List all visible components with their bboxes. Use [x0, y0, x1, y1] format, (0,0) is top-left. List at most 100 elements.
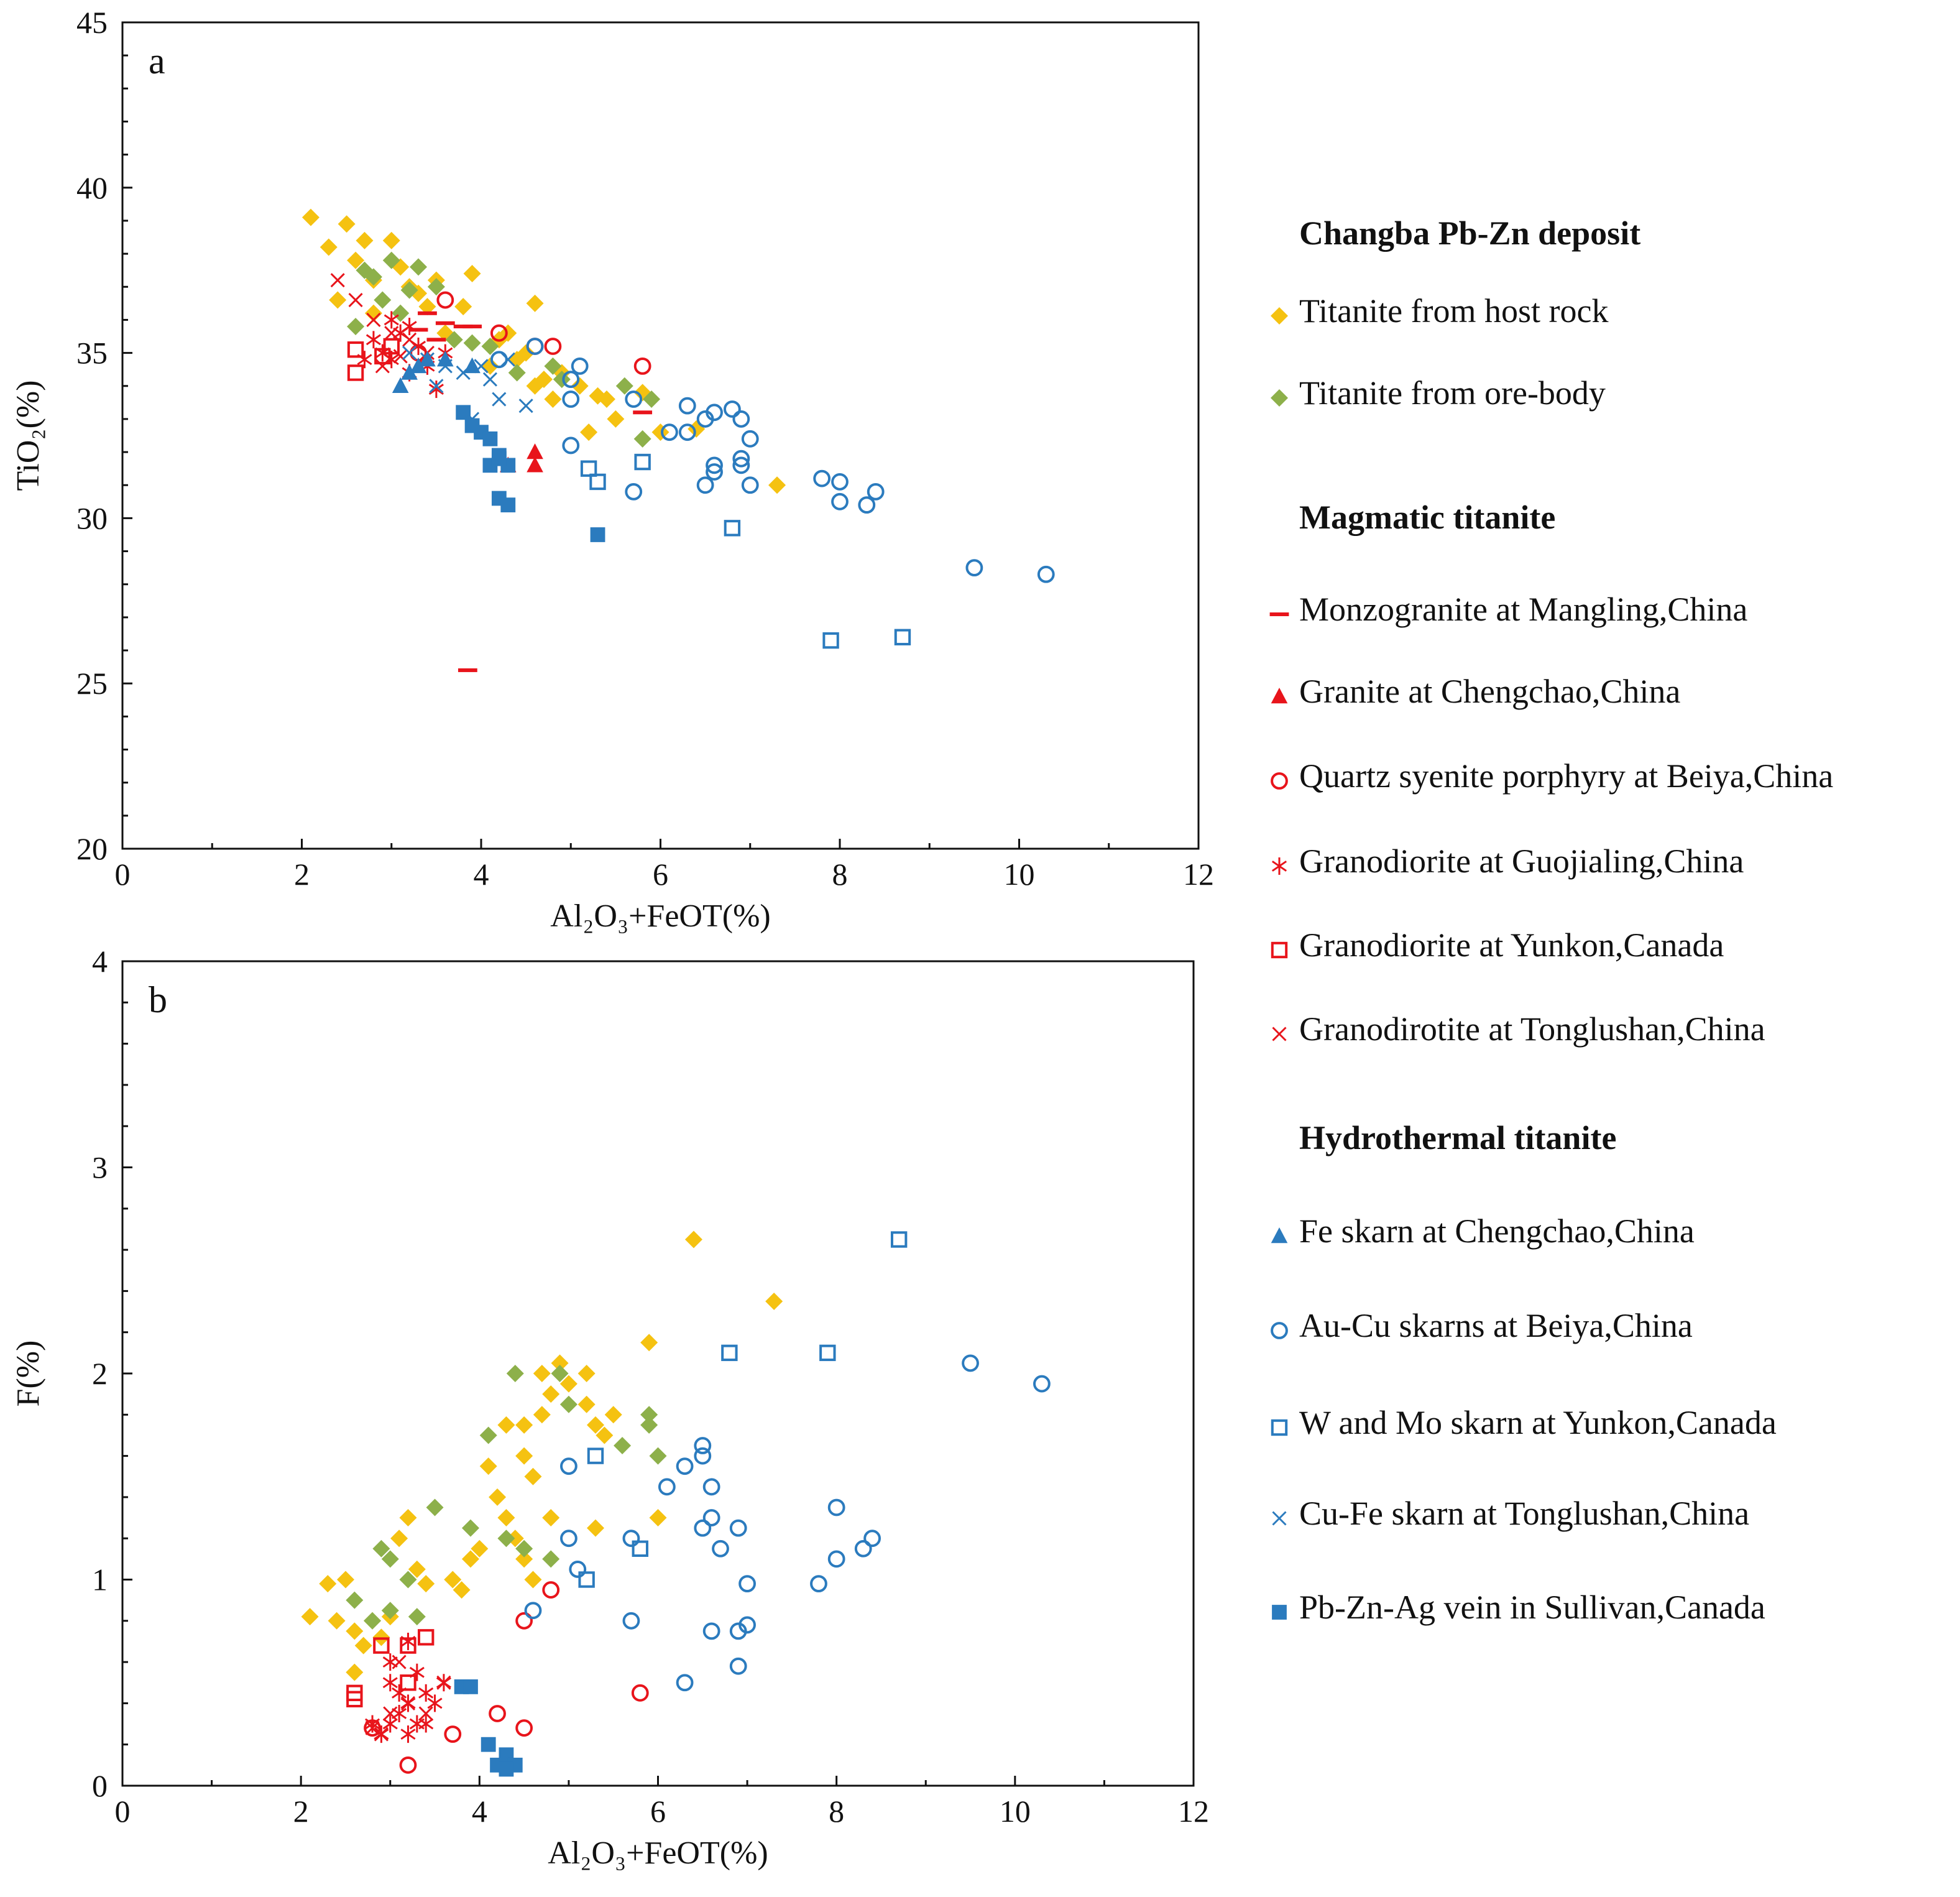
legend-item-fe-skarn-at-chengchao-china: Fe skarn at Chengchao,China [1271, 1212, 1695, 1250]
data-point [417, 1629, 435, 1646]
data-point [571, 377, 589, 395]
x-tick-label: 8 [829, 1794, 844, 1829]
data-point [382, 231, 400, 249]
data-point [320, 238, 338, 256]
data-point [738, 1575, 756, 1593]
legend-item-granodiorite-at-guojialing-china: Granodiorite at Guojialing,China [1271, 842, 1744, 880]
y-tick-label: 0 [92, 1768, 108, 1803]
legend-item-w-and-mo-skarn-at-yunkon-canada: W and Mo skarn at Yunkon,Canada [1271, 1404, 1777, 1441]
data-point [625, 482, 643, 501]
data-point [542, 1509, 560, 1527]
data-point [678, 423, 696, 441]
data-point [382, 1715, 398, 1733]
data-point [706, 404, 723, 422]
data-point [461, 1519, 479, 1537]
data-point [400, 1696, 416, 1710]
data-point [418, 1706, 433, 1721]
data-point [463, 265, 481, 283]
data-point [559, 1395, 577, 1413]
data-point [410, 258, 428, 276]
data-point [589, 473, 606, 491]
legend-marker [1271, 1322, 1288, 1339]
data-point [633, 430, 651, 448]
data-point [418, 1684, 434, 1702]
data-point [706, 456, 723, 474]
data-point [347, 364, 364, 381]
data-point [346, 1591, 364, 1609]
data-point [364, 1612, 382, 1630]
data-point [586, 1416, 604, 1434]
legend-marker [1271, 857, 1287, 875]
data-point [577, 1365, 596, 1382]
series-w-and-mo-skarn-at-yunkon-canada [580, 453, 911, 649]
data-point [366, 312, 381, 328]
data-point [965, 559, 983, 577]
legend-label: Monzogranite at Mangling,China [1299, 591, 1747, 628]
data-point [831, 473, 849, 491]
data-point [491, 451, 507, 466]
data-point [854, 1539, 872, 1558]
data-point [694, 1519, 712, 1537]
data-point [426, 1498, 444, 1516]
data-point [356, 261, 374, 279]
legend-label: Cu-Fe skarn at Tonglushan,China [1299, 1495, 1749, 1532]
data-point [400, 1674, 416, 1691]
data-point [354, 1636, 372, 1655]
data-point [408, 328, 428, 332]
legend-marker [1271, 307, 1288, 325]
data-point [560, 1457, 577, 1475]
series-granodirotite-at-tonglushan-china [365, 1655, 451, 1742]
data-point [1037, 565, 1055, 583]
data-point [479, 1457, 497, 1475]
data-point [827, 1550, 845, 1568]
data-point [607, 410, 625, 428]
data-point [694, 1447, 712, 1465]
data-point [402, 332, 417, 347]
data-point [661, 423, 678, 441]
data-point [381, 1550, 399, 1568]
data-point [384, 311, 399, 329]
data-point [827, 1498, 845, 1516]
data-point [571, 357, 589, 375]
data-point [500, 497, 516, 513]
data-point [526, 377, 544, 395]
plot-frame [121, 960, 1195, 1787]
data-point [640, 1416, 658, 1434]
series-w-and-mo-skarn-at-yunkon-canada [578, 1231, 908, 1588]
data-point [515, 1416, 533, 1434]
data-point [577, 1395, 596, 1413]
data-point [400, 1725, 416, 1743]
y-tick-label: 30 [76, 501, 108, 535]
x-tick-label: 4 [472, 1794, 487, 1829]
data-point [768, 476, 786, 494]
x-axis-title: Al₂O₃+FeOT(%) [550, 898, 770, 934]
data-point [544, 357, 562, 375]
data-point [622, 1530, 640, 1548]
series-pb-zn-ag-vein-in-sullivan-canada [454, 1679, 523, 1777]
data-point [813, 469, 831, 487]
data-point [364, 304, 382, 322]
y-tick-label: 35 [76, 336, 108, 371]
data-point [444, 1725, 462, 1743]
data-point [383, 338, 400, 355]
data-point [508, 364, 526, 382]
data-point [533, 1365, 551, 1382]
y-tick-label: 25 [76, 666, 108, 701]
data-point [597, 390, 615, 408]
data-point [346, 1691, 363, 1707]
data-point [506, 1365, 524, 1382]
data-point [526, 294, 544, 312]
data-point [426, 338, 446, 342]
legend-marker [1271, 1419, 1288, 1436]
y-axis-title: TiO₂(%) [11, 380, 46, 491]
y-axis-title: F(%) [11, 1341, 46, 1407]
legend-item-titanite-from-host-rock: Titanite from host rock [1271, 292, 1608, 330]
data-point [444, 1571, 462, 1589]
data-point [524, 1571, 542, 1589]
data-point [420, 352, 435, 367]
data-point [894, 629, 911, 645]
data-point [348, 292, 363, 308]
data-point [366, 331, 381, 349]
data-point [456, 365, 471, 381]
data-point [392, 377, 409, 393]
